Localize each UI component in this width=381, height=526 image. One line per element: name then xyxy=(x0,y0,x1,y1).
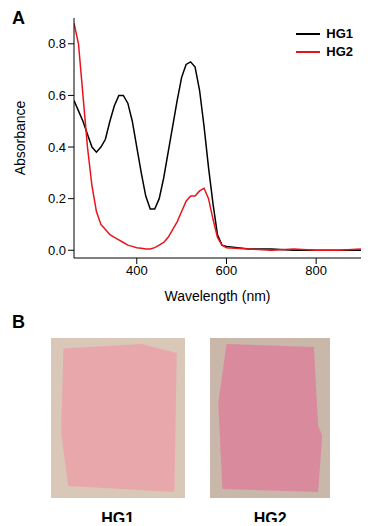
svg-text:0.6: 0.6 xyxy=(48,88,66,103)
html-text:HG1: HG1 xyxy=(101,510,135,526)
svg-text:0.0: 0.0 xyxy=(48,243,66,258)
svg-text:Wavelength (nm): Wavelength (nm) xyxy=(164,288,270,304)
svg-text:0.2: 0.2 xyxy=(48,191,66,206)
svg-text:Absorbance: Absorbance xyxy=(12,100,28,175)
html-text:B: B xyxy=(12,312,25,332)
html-text:HG2: HG2 xyxy=(253,510,287,526)
svg-text:600: 600 xyxy=(216,263,238,278)
svg-text:400: 400 xyxy=(126,263,148,278)
svg-text:0.8: 0.8 xyxy=(48,36,66,51)
svg-text:0.4: 0.4 xyxy=(48,140,66,155)
svg-text:800: 800 xyxy=(305,263,327,278)
html-text:HG1: HG1 xyxy=(326,26,353,41)
html-text:A: A xyxy=(12,8,25,28)
html-text:HG2: HG2 xyxy=(326,44,353,59)
